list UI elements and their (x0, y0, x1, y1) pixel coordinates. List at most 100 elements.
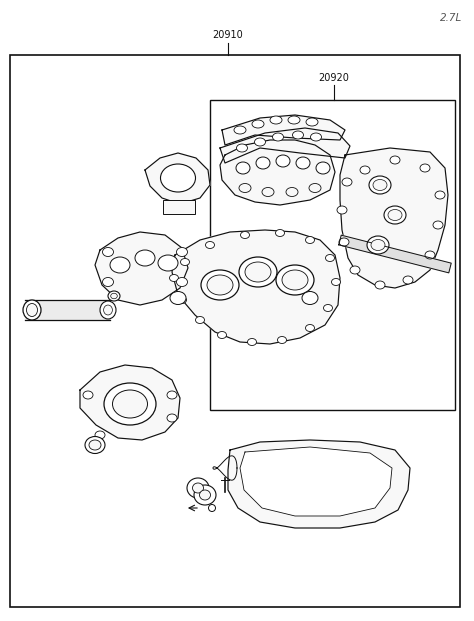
Ellipse shape (170, 274, 179, 281)
Ellipse shape (245, 262, 271, 282)
Ellipse shape (181, 258, 190, 266)
Ellipse shape (167, 391, 177, 399)
Ellipse shape (384, 206, 406, 224)
Ellipse shape (339, 238, 349, 246)
Ellipse shape (273, 133, 283, 141)
Ellipse shape (23, 300, 41, 320)
Ellipse shape (375, 281, 385, 289)
Ellipse shape (292, 131, 303, 139)
Ellipse shape (367, 236, 389, 254)
Ellipse shape (371, 240, 385, 250)
Polygon shape (172, 230, 340, 344)
Ellipse shape (256, 157, 270, 169)
Ellipse shape (27, 304, 37, 317)
Ellipse shape (170, 291, 186, 304)
Ellipse shape (176, 278, 188, 286)
Ellipse shape (323, 304, 332, 312)
Ellipse shape (187, 478, 209, 498)
Ellipse shape (255, 138, 265, 146)
Text: 20910: 20910 (213, 30, 243, 40)
Ellipse shape (207, 275, 233, 295)
Ellipse shape (108, 291, 120, 301)
Ellipse shape (95, 431, 105, 439)
Ellipse shape (296, 157, 310, 169)
Bar (163, 200, 195, 214)
Ellipse shape (403, 276, 413, 284)
Polygon shape (220, 140, 335, 205)
Ellipse shape (350, 266, 360, 274)
Ellipse shape (240, 232, 249, 238)
Ellipse shape (110, 257, 130, 273)
Text: 20920: 20920 (319, 73, 349, 83)
Ellipse shape (286, 188, 298, 196)
Ellipse shape (200, 490, 210, 500)
Ellipse shape (83, 391, 93, 399)
Ellipse shape (277, 337, 286, 343)
Ellipse shape (247, 338, 256, 345)
Bar (10, 55, 460, 607)
Polygon shape (95, 232, 188, 305)
Ellipse shape (342, 178, 352, 186)
Ellipse shape (326, 255, 335, 261)
Ellipse shape (104, 305, 112, 315)
Ellipse shape (102, 248, 113, 256)
Ellipse shape (306, 118, 318, 126)
Ellipse shape (262, 188, 274, 196)
Ellipse shape (89, 440, 101, 450)
Polygon shape (339, 235, 451, 273)
Ellipse shape (85, 437, 105, 453)
Polygon shape (145, 153, 210, 204)
Polygon shape (80, 365, 180, 440)
Ellipse shape (306, 325, 315, 332)
Ellipse shape (388, 209, 402, 220)
Ellipse shape (135, 250, 155, 266)
Ellipse shape (100, 301, 116, 319)
Ellipse shape (194, 485, 216, 505)
Ellipse shape (270, 116, 282, 124)
Ellipse shape (282, 270, 308, 290)
Ellipse shape (275, 230, 284, 237)
Ellipse shape (176, 248, 188, 256)
Ellipse shape (288, 116, 300, 124)
Ellipse shape (158, 255, 178, 271)
Polygon shape (25, 300, 110, 320)
Ellipse shape (234, 126, 246, 134)
Ellipse shape (201, 270, 239, 300)
Ellipse shape (420, 164, 430, 172)
Ellipse shape (309, 183, 321, 193)
Ellipse shape (433, 221, 443, 229)
Polygon shape (222, 115, 345, 145)
Ellipse shape (306, 237, 315, 243)
Ellipse shape (237, 144, 247, 152)
Ellipse shape (161, 164, 195, 192)
Ellipse shape (239, 183, 251, 193)
Ellipse shape (195, 317, 204, 324)
Ellipse shape (236, 162, 250, 174)
Ellipse shape (167, 414, 177, 422)
Ellipse shape (111, 293, 117, 299)
Polygon shape (240, 447, 392, 516)
Ellipse shape (104, 383, 156, 425)
Ellipse shape (302, 291, 318, 304)
Ellipse shape (206, 242, 215, 248)
Ellipse shape (102, 278, 113, 286)
Ellipse shape (192, 483, 203, 493)
Ellipse shape (373, 179, 387, 191)
Ellipse shape (316, 162, 330, 174)
Polygon shape (340, 148, 448, 288)
Ellipse shape (390, 156, 400, 164)
Ellipse shape (337, 206, 347, 214)
Ellipse shape (276, 265, 314, 295)
Ellipse shape (252, 120, 264, 128)
Ellipse shape (360, 166, 370, 174)
Ellipse shape (331, 278, 340, 286)
Ellipse shape (112, 390, 147, 418)
Ellipse shape (209, 504, 216, 512)
Polygon shape (228, 440, 410, 528)
Ellipse shape (369, 176, 391, 194)
Ellipse shape (435, 191, 445, 199)
Ellipse shape (276, 155, 290, 167)
Text: 2.7L: 2.7L (440, 13, 462, 23)
Bar (210, 100, 455, 410)
Ellipse shape (239, 257, 277, 287)
